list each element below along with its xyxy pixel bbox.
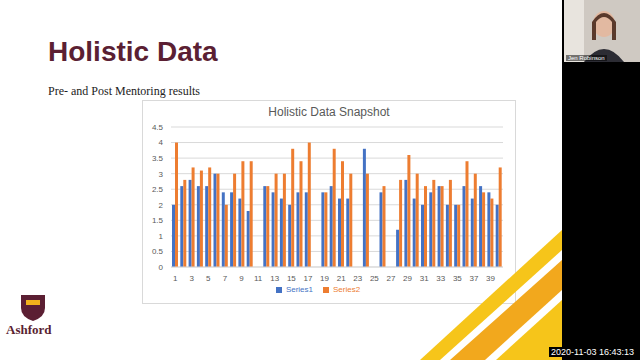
svg-text:25: 25 — [370, 274, 379, 283]
svg-text:35: 35 — [453, 274, 462, 283]
svg-text:39: 39 — [486, 274, 495, 283]
svg-text:21: 21 — [337, 274, 346, 283]
html-text:Holistic Data Snapshot: Holistic Data Snapshot — [268, 105, 390, 119]
html-text:Ashford: Ashford — [6, 322, 52, 337]
svg-text:23: 23 — [353, 274, 362, 283]
svg-text:3: 3 — [190, 274, 195, 283]
html-text:Pre- and Post Mentoring result: Pre- and Post Mentoring results — [48, 84, 200, 98]
svg-text:15: 15 — [287, 274, 296, 283]
svg-text:27: 27 — [386, 274, 395, 283]
svg-text:29: 29 — [403, 274, 412, 283]
svg-text:3: 3 — [159, 170, 164, 179]
svg-text:37: 37 — [469, 274, 478, 283]
svg-text:7: 7 — [223, 274, 228, 283]
svg-text:31: 31 — [420, 274, 429, 283]
html-text:Holistic Data: Holistic Data — [48, 36, 218, 67]
svg-text:1.5: 1.5 — [152, 216, 164, 225]
svg-text:19: 19 — [320, 274, 329, 283]
svg-text:5: 5 — [206, 274, 211, 283]
svg-text:17: 17 — [303, 274, 312, 283]
html-text:Jen Robinson: Jen Robinson — [568, 55, 605, 61]
svg-text:9: 9 — [239, 274, 244, 283]
svg-text:1: 1 — [159, 232, 164, 241]
html-text:Series1: Series1 — [285, 285, 313, 294]
svg-text:0: 0 — [159, 263, 164, 272]
svg-text:4: 4 — [159, 138, 164, 147]
svg-text:0.5: 0.5 — [152, 247, 164, 256]
html-text:Series2: Series2 — [333, 285, 361, 294]
svg-text:3.5: 3.5 — [152, 154, 164, 163]
svg-text:33: 33 — [436, 274, 445, 283]
html-text:2020-11-03 16:43:13: 2020-11-03 16:43:13 — [551, 347, 634, 357]
svg-text:1: 1 — [173, 274, 178, 283]
svg-text:2.5: 2.5 — [152, 185, 164, 194]
svg-text:13: 13 — [270, 274, 279, 283]
svg-text:11: 11 — [254, 274, 263, 283]
svg-text:2: 2 — [159, 201, 164, 210]
svg-text:4.5: 4.5 — [152, 123, 164, 132]
